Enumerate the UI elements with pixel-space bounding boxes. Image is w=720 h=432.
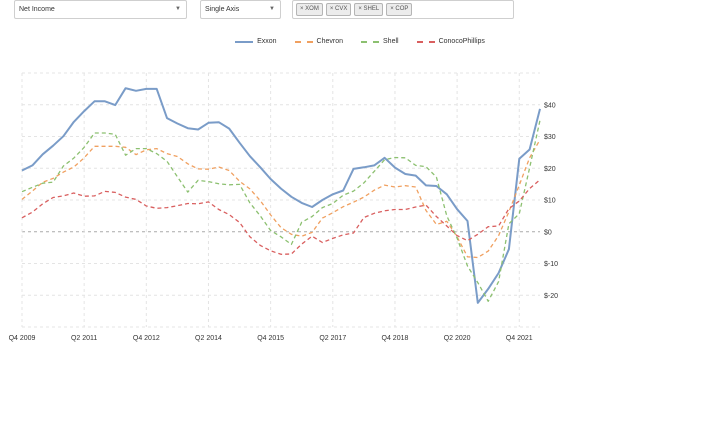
legend-item-exxon[interactable]: Exxon	[235, 38, 277, 45]
chevron-down-icon: ▼	[269, 6, 275, 12]
legend-item-conoco[interactable]: ConocoPhillips	[416, 38, 485, 45]
ticker-tag-cop[interactable]: × COP	[386, 3, 413, 16]
x-tick-label: Q4 2009	[9, 335, 36, 342]
x-tick-label: Q4 2012	[133, 335, 160, 342]
legend-swatch-chevron	[294, 40, 313, 43]
y-tick-label: $-10	[544, 261, 558, 268]
legend-item-chevron[interactable]: Chevron	[294, 38, 344, 45]
y-tick-label: $10	[544, 198, 556, 205]
legend-label-shell: Shell	[383, 38, 399, 45]
y-tick-label: $0	[544, 229, 552, 236]
y-axis-tick-labels: $40 $30 $20 $10 $0 $-10 $-20	[544, 102, 558, 300]
chart-legend: Exxon Chevron Shell ConocoPhillips	[0, 38, 720, 45]
x-tick-label: Q4 2018	[382, 335, 409, 342]
x-tick-label: Q2 2020	[444, 335, 471, 342]
chevron-down-icon: ▼	[175, 6, 181, 12]
legend-label-exxon: Exxon	[257, 38, 277, 45]
series-line-chevron	[21, 139, 541, 259]
legend-label-conoco: ConocoPhillips	[438, 38, 485, 45]
series-line-exxon	[21, 87, 541, 304]
x-axis-tick-labels: Q4 2009 Q2 2011 Q4 2012 Q2 2014 Q4 2015 Q2 20…	[9, 335, 533, 342]
x-tick-label: Q2 2014	[195, 335, 222, 342]
legend-swatch-shell	[361, 40, 380, 43]
legend-swatch-conoco	[416, 40, 435, 43]
ticker-tag-input[interactable]: × XOM × CVX × SHEL × COP	[292, 0, 514, 19]
y-tick-label: $20	[544, 166, 556, 173]
metric-select-value: Net Income	[19, 6, 55, 13]
ticker-tag-shel[interactable]: × SHEL	[354, 3, 384, 16]
ticker-tag-xom[interactable]: × XOM	[296, 3, 323, 16]
series-line-conoco	[21, 179, 541, 255]
metric-select[interactable]: Net Income ▼	[14, 0, 187, 19]
y-tick-label: $30	[544, 134, 556, 141]
x-tick-label: Q4 2021	[506, 335, 533, 342]
legend-swatch-exxon	[235, 40, 254, 43]
x-tick-label: Q4 2015	[257, 335, 284, 342]
chart-grid	[21, 72, 540, 328]
x-tick-label: Q2 2017	[319, 335, 346, 342]
x-tick-label: Q2 2011	[71, 335, 97, 342]
axis-select[interactable]: Single Axis ▼	[200, 0, 281, 19]
chart-series-lines	[21, 87, 541, 304]
legend-label-chevron: Chevron	[316, 38, 344, 45]
y-tick-label: $40	[544, 102, 556, 109]
legend-item-shell[interactable]: Shell	[361, 38, 399, 45]
y-tick-label: $-20	[544, 293, 558, 300]
series-line-shell	[21, 120, 541, 302]
ticker-tag-cvx[interactable]: × CVX	[325, 3, 352, 16]
axis-select-value: Single Axis	[205, 6, 240, 13]
